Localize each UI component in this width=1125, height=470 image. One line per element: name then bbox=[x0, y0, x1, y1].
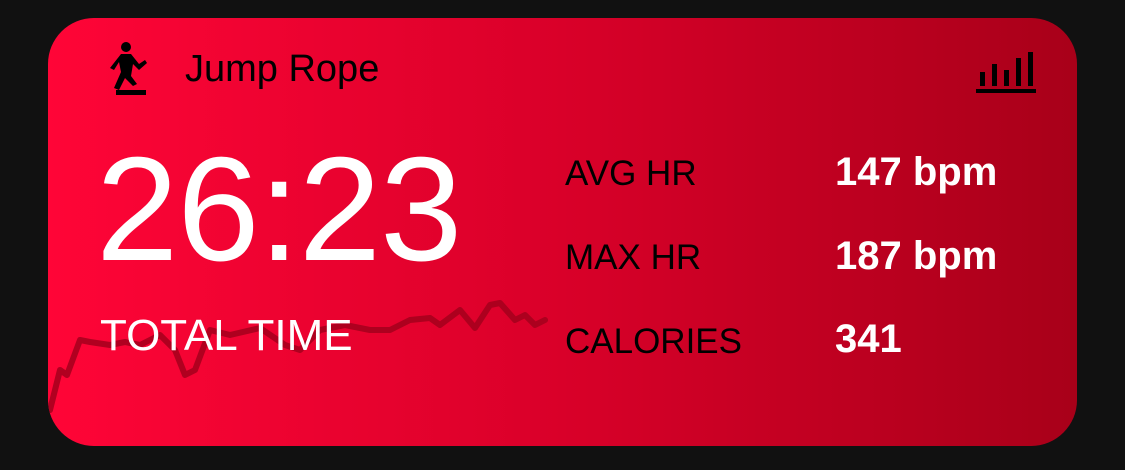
max-hr-value: 187 bpm bbox=[835, 234, 998, 278]
avg-hr-label: AVG HR bbox=[565, 154, 697, 193]
calories-value: 341 bbox=[835, 317, 902, 361]
total-time-label: TOTAL TIME bbox=[100, 311, 353, 360]
max-hr-label: MAX HR bbox=[565, 238, 702, 277]
figure-jump-rope-icon bbox=[110, 42, 147, 95]
bar-chart-icon[interactable] bbox=[976, 48, 1036, 94]
total-time-value: 26:23 bbox=[96, 127, 462, 292]
workout-card[interactable]: Jump Rope 26:23 TOTAL TIME AVG HR 147 bp… bbox=[48, 18, 1077, 446]
workout-title: Jump Rope bbox=[185, 48, 380, 90]
avg-hr-value: 147 bpm bbox=[835, 150, 998, 194]
calories-label: CALORIES bbox=[565, 322, 742, 361]
heart-rate-line bbox=[48, 300, 548, 413]
